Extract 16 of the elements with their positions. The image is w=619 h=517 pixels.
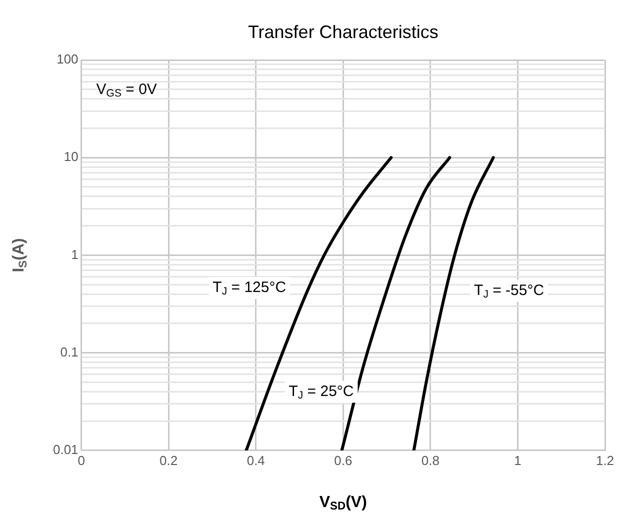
x-tick-label: 1 [514,452,522,468]
y-tick-label: 0.1 [60,344,78,360]
x-tick-label: 0.4 [246,452,265,468]
chart-title: Transfer Characteristics [248,22,438,42]
x-tick-label: 0.6 [334,452,352,468]
y-tick-label: 10 [64,149,78,164]
x-tick-label: 0 [78,452,85,468]
y-tick-label: 1 [71,246,78,262]
x-tick-label: 1.2 [596,452,614,468]
y-tick-label: 100 [56,52,78,67]
y-tick-label: 0.01 [52,442,78,457]
y-axis-title: IS(A) [10,238,30,272]
line-series [412,156,495,450]
x-tick-label: 0.8 [421,452,440,468]
line-series [244,156,393,450]
x-tick-label: 0.2 [160,452,178,468]
